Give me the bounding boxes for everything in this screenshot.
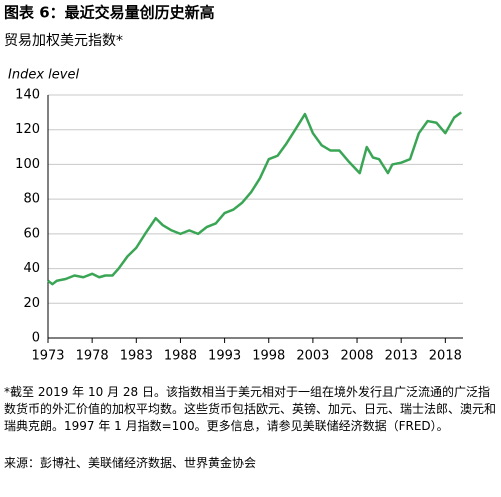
x-tick-label: 1973 xyxy=(31,349,64,364)
y-tick-label: 60 xyxy=(23,226,40,241)
x-tick-label: 1993 xyxy=(208,349,241,364)
x-tick-label: 1988 xyxy=(164,349,197,364)
x-tick-label: 2003 xyxy=(296,349,329,364)
x-tick-label: 2018 xyxy=(429,349,462,364)
x-tick-label: 1978 xyxy=(76,349,109,364)
footnote: *截至 2019 年 10 月 28 日。该指数相当于美元相对于一组在境外发行且… xyxy=(4,385,497,433)
data-line xyxy=(47,111,462,286)
chart-title: 图表 6：最近交易量创历史新高 xyxy=(4,4,215,22)
x-tick-label: 2008 xyxy=(340,349,373,364)
y-tick-label: 40 xyxy=(23,261,40,276)
y-tick-label: 80 xyxy=(23,192,40,207)
source: 来源：彭博社、美联储经济数据、世界黄金协会 xyxy=(4,456,257,470)
y-tick-label: 20 xyxy=(23,296,40,311)
y-axis-label: Index level xyxy=(8,68,79,83)
y-tick-label: 140 xyxy=(15,88,40,103)
y-tick-label: 0 xyxy=(32,331,40,346)
chart: 图表 6：最近交易量创历史新高 贸易加权美元指数* Index level 0 2… xyxy=(4,4,463,364)
x-tick-label: 2013 xyxy=(385,349,418,364)
y-tick-label: 120 xyxy=(15,122,40,137)
chart-subtitle: 贸易加权美元指数* xyxy=(4,33,123,49)
y-tick-label: 100 xyxy=(15,157,40,172)
x-tick-label: 1998 xyxy=(252,349,285,364)
x-tick-label: 1983 xyxy=(120,349,153,364)
